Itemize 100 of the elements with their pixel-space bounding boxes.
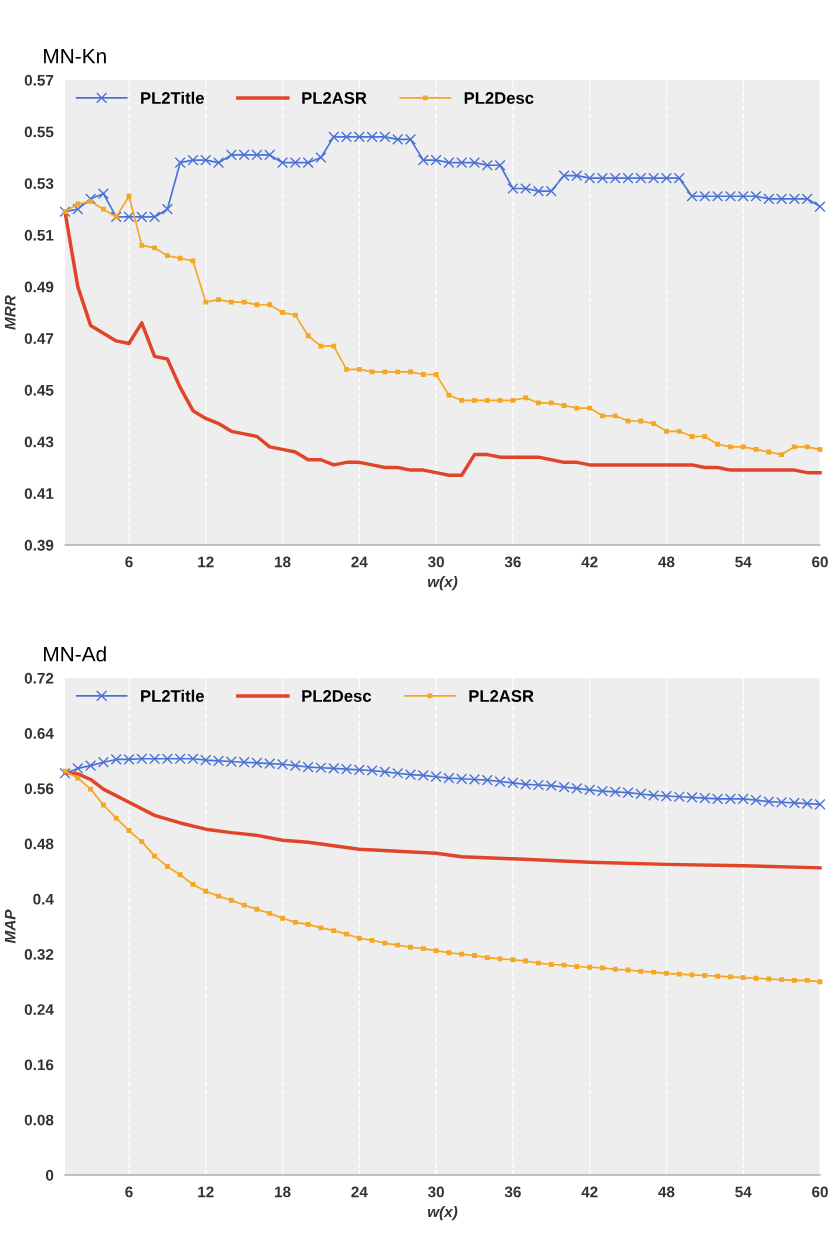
y-tick-label: 0.57: [24, 74, 54, 86]
point: [510, 957, 516, 963]
legend-label: PL2Desc: [302, 690, 372, 702]
point: [433, 372, 439, 377]
point: [420, 946, 426, 952]
point: [791, 444, 797, 450]
point: [536, 960, 541, 966]
point: [446, 950, 452, 956]
x-tick-label: 36: [504, 556, 521, 568]
y-tick-label: 0.08: [24, 1114, 54, 1126]
point: [574, 405, 580, 411]
point: [315, 151, 327, 164]
point: [408, 944, 413, 950]
point: [715, 441, 721, 447]
x-tick-label: 54: [735, 556, 752, 568]
point: [510, 397, 516, 403]
point: [190, 258, 196, 264]
y-tick-label: 0.45: [24, 384, 54, 396]
y-tick-label: 0.64: [24, 728, 54, 739]
point: [676, 428, 682, 434]
x-tick-label: 12: [198, 556, 214, 568]
legend-label: PL2ASR: [302, 92, 367, 104]
point: [446, 392, 452, 398]
point: [548, 400, 554, 406]
legend-label: PL2Title: [141, 91, 204, 104]
point: [561, 962, 567, 968]
point: [161, 203, 173, 215]
point: [88, 786, 94, 792]
point: [817, 446, 823, 452]
point: [612, 966, 618, 972]
point: [497, 956, 503, 962]
y-tick-label: 0.51: [24, 229, 54, 241]
point: [766, 976, 772, 982]
chart-title: MN-Ad: [44, 646, 106, 662]
point: [356, 935, 362, 941]
point: [164, 253, 170, 259]
x-tick-label: 48: [658, 1186, 675, 1198]
point: [369, 369, 375, 375]
point: [664, 971, 669, 976]
point: [779, 452, 785, 458]
point: [561, 403, 567, 408]
point: [174, 157, 186, 169]
point: [305, 333, 311, 339]
point: [817, 979, 823, 985]
point: [305, 921, 311, 927]
point: [753, 446, 759, 452]
y-tick-label: 0.72: [24, 672, 54, 684]
point: [254, 906, 260, 912]
chart-title: MN-Kn: [44, 49, 106, 64]
point: [433, 948, 439, 954]
point: [190, 881, 196, 887]
point: [85, 193, 97, 205]
point: [228, 897, 234, 903]
x-tick-label: 48: [658, 556, 675, 568]
x-tick-label: 30: [427, 556, 444, 568]
point: [177, 872, 183, 878]
legend-label: PL2Title: [141, 689, 204, 702]
point: [241, 902, 247, 908]
y-tick-label: 0.41: [24, 488, 54, 500]
point: [689, 434, 695, 439]
x-tick-label: 6: [125, 556, 133, 568]
x-tick-label: 36: [504, 1186, 521, 1198]
point: [100, 206, 106, 212]
point: [587, 405, 593, 411]
point: [100, 802, 106, 808]
point: [344, 931, 349, 937]
point: [216, 297, 221, 303]
y-tick-label: 0.43: [24, 436, 54, 448]
point: [472, 953, 477, 958]
x-tick-label: 24: [351, 1186, 368, 1198]
x-axis-title: w(x): [427, 575, 458, 591]
point: [523, 958, 529, 964]
point: [331, 343, 337, 349]
point: [689, 972, 695, 978]
point: [228, 299, 234, 305]
point: [139, 242, 145, 248]
point: [241, 299, 247, 305]
point: [740, 975, 746, 981]
x-tick-label: 18: [275, 556, 291, 568]
point: [267, 302, 273, 308]
y-tick-label: 0.32: [24, 948, 54, 960]
y-tick-label: 0.47: [24, 333, 54, 345]
point: [459, 397, 465, 403]
point: [356, 366, 362, 372]
point: [766, 449, 772, 455]
x-tick-label: 30: [427, 1186, 444, 1198]
point: [548, 962, 554, 967]
point: [600, 413, 605, 419]
point: [587, 964, 593, 970]
point: [369, 937, 375, 943]
point: [318, 343, 324, 349]
point: [472, 397, 477, 403]
point: [280, 310, 285, 315]
legend-label: PL2Desc: [464, 92, 534, 104]
x-tick-label: 12: [198, 1186, 214, 1198]
point: [318, 925, 324, 931]
point: [395, 369, 401, 375]
point: [75, 201, 81, 207]
point: [216, 893, 221, 899]
point: [753, 975, 759, 981]
